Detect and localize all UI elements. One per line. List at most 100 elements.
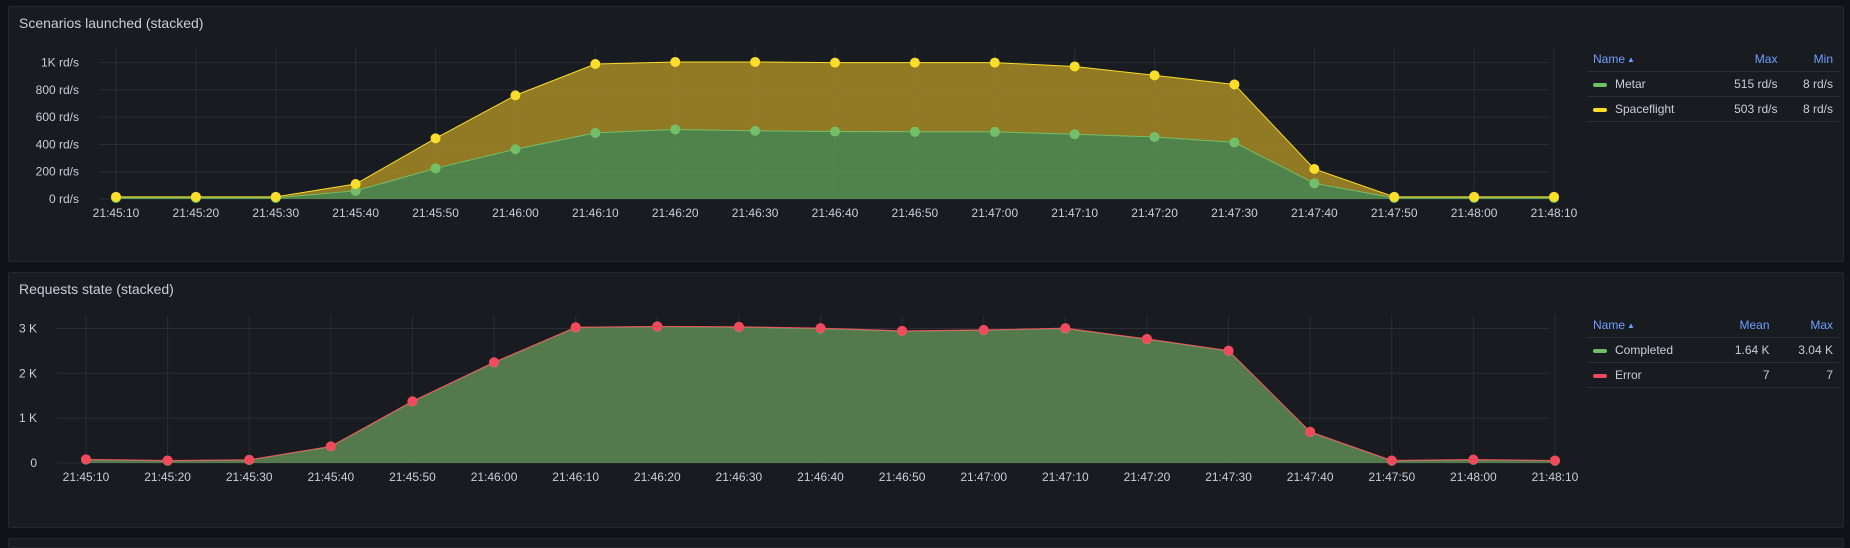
data-point (1069, 129, 1080, 140)
data-point (1305, 426, 1316, 437)
x-tick-label: 21:48:00 (1450, 470, 1497, 484)
x-tick-label: 21:46:20 (652, 206, 699, 220)
data-point (81, 454, 91, 465)
x-tick-label: 21:48:10 (1531, 206, 1578, 220)
legend-row-completed[interactable]: Completed 1.64 K 3.04 K (1587, 337, 1839, 363)
legend-series-name: Error (1615, 368, 1642, 382)
x-tick-label: 21:47:00 (971, 206, 1018, 220)
legend-header-min[interactable]: Min (1783, 49, 1839, 72)
legend-series-name: Completed (1615, 343, 1674, 357)
x-tick-label: 21:48:10 (1532, 470, 1579, 484)
data-point (407, 396, 418, 407)
y-tick-label: 0 (30, 456, 37, 470)
data-point (1389, 191, 1400, 202)
x-tick-label: 21:46:40 (797, 470, 844, 484)
data-point (1229, 137, 1240, 148)
legend-value: 1.64 K (1712, 337, 1776, 363)
data-point (244, 454, 255, 465)
x-tick-label: 21:46:50 (879, 470, 926, 484)
x-tick-label: 21:46:10 (572, 206, 619, 220)
x-tick-label: 21:46:10 (552, 470, 599, 484)
data-point (750, 56, 761, 67)
data-point (162, 455, 173, 466)
data-point (830, 57, 840, 68)
data-point (1229, 79, 1240, 90)
legend-value: 3.04 K (1775, 337, 1839, 363)
x-tick-label: 21:47:20 (1131, 206, 1178, 220)
legend-swatch (1593, 82, 1607, 87)
data-point (1141, 333, 1152, 344)
y-tick-label: 0 rd/s (49, 192, 79, 206)
x-tick-label: 21:45:10 (93, 206, 140, 220)
x-tick-label: 21:47:50 (1371, 206, 1418, 220)
legend-series-name: Spaceflight (1615, 102, 1675, 116)
x-tick-label: 21:47:00 (960, 470, 1007, 484)
x-tick-label: 21:45:40 (332, 206, 379, 220)
legend-value: 515 rd/s (1710, 71, 1784, 97)
x-tick-label: 21:46:00 (492, 206, 539, 220)
x-tick-label: 21:45:30 (226, 470, 273, 484)
data-point (815, 323, 826, 334)
data-point (1223, 345, 1234, 356)
next-panel-edge (8, 538, 1844, 548)
legend-header-name[interactable]: Name ▲ (1587, 49, 1711, 72)
x-tick-label: 21:47:30 (1211, 206, 1258, 220)
legend-swatch (1593, 107, 1607, 112)
y-tick-label: 600 rd/s (36, 110, 79, 124)
legend-row-error[interactable]: Error 7 7 (1587, 362, 1839, 388)
data-point (1550, 455, 1560, 466)
data-point (1149, 131, 1160, 142)
x-tick-label: 21:46:20 (634, 470, 681, 484)
legend-value: 7 (1712, 362, 1776, 388)
legend-row-metar[interactable]: Metar 515 rd/s 8 rd/s (1587, 71, 1839, 97)
x-tick-label: 21:47:20 (1124, 470, 1171, 484)
x-tick-label: 21:47:30 (1205, 470, 1252, 484)
data-point (1149, 70, 1160, 81)
x-tick-label: 21:45:50 (412, 206, 459, 220)
legend-row-spaceflight[interactable]: Spaceflight 503 rd/s 8 rd/s (1587, 96, 1839, 122)
panel-title: Requests state (stacked) (19, 281, 174, 297)
y-tick-label: 2 K (19, 366, 37, 380)
requests-legend: Name ▲ Mean Max Completed 1.64 K 3.04 K E… (1587, 315, 1839, 388)
data-point (1469, 191, 1480, 202)
legend-header-max[interactable]: Max (1775, 315, 1839, 338)
legend-value: 8 rd/s (1783, 96, 1839, 122)
x-tick-label: 21:46:30 (732, 206, 779, 220)
data-point (652, 321, 663, 332)
data-point (1549, 191, 1559, 202)
y-tick-label: 1 K (19, 411, 37, 425)
legend-header-name[interactable]: Name ▲ (1587, 315, 1713, 338)
scenarios-legend: Name ▲ Max Min Metar 515 rd/s 8 rd/s Spac… (1587, 49, 1839, 122)
x-tick-label: 21:45:30 (252, 206, 299, 220)
y-tick-label: 3 K (19, 321, 37, 335)
x-tick-label: 21:45:40 (307, 470, 354, 484)
x-tick-label: 21:48:00 (1451, 206, 1498, 220)
data-point (909, 126, 920, 137)
x-tick-label: 21:47:40 (1287, 470, 1334, 484)
data-point (909, 57, 920, 68)
data-point (510, 144, 521, 155)
x-tick-label: 21:46:40 (812, 206, 859, 220)
data-point (733, 321, 744, 332)
x-tick-label: 21:45:10 (63, 470, 110, 484)
data-point (510, 90, 521, 101)
data-point (111, 191, 121, 202)
data-point (989, 126, 1000, 137)
x-tick-label: 21:47:40 (1291, 206, 1338, 220)
data-point (1468, 454, 1479, 465)
data-point (590, 59, 601, 69)
data-point (897, 325, 908, 336)
legend-header-mean[interactable]: Mean (1712, 315, 1776, 338)
data-point (670, 56, 681, 67)
data-point (989, 57, 1000, 68)
data-point (1309, 164, 1320, 174)
requests-chart[interactable]: 0 1 K 2 K 3 K 21:45:10 21:45:20 21:45:30 21:45:… (9, 273, 1579, 529)
scenarios-chart[interactable]: 0 rd/s 200 rd/s 400 rd/s 600 rd/s 800 rd/s 1K… (9, 7, 1579, 263)
x-tick-label: 21:46:00 (471, 470, 518, 484)
y-tick-label: 200 rd/s (36, 165, 79, 179)
data-point (430, 163, 441, 174)
data-point (190, 191, 201, 202)
series-area (86, 326, 1555, 463)
legend-header-max[interactable]: Max (1710, 49, 1784, 72)
x-tick-label: 21:45:50 (389, 470, 436, 484)
